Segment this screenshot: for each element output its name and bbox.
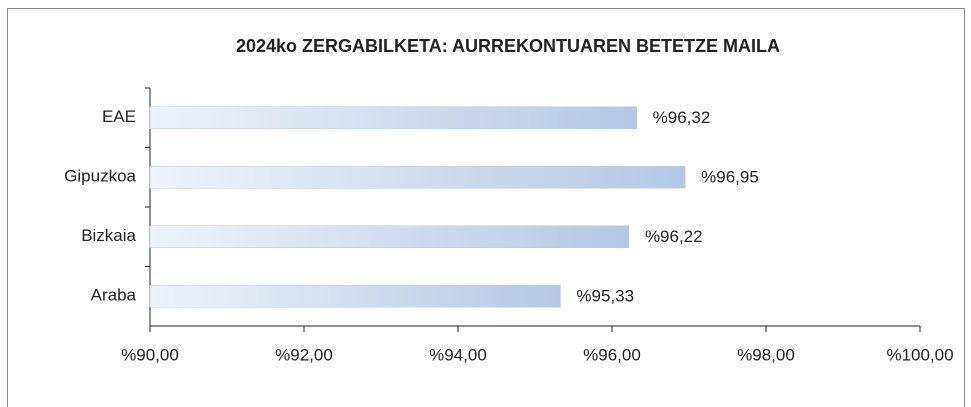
- value-label: %95,33: [576, 287, 634, 306]
- x-tick-label: %92,00: [275, 345, 333, 364]
- value-label: %96,95: [701, 168, 759, 187]
- y-tick-label: Araba: [91, 286, 137, 305]
- value-label: %96,32: [653, 108, 711, 127]
- x-tick-label: %96,00: [583, 345, 641, 364]
- bar: [149, 166, 686, 189]
- value-label: %96,22: [645, 227, 703, 246]
- y-tick-label: EAE: [102, 107, 136, 126]
- chart-frame: [7, 8, 965, 407]
- y-tick-label: Gipuzkoa: [64, 167, 136, 186]
- bar: [149, 285, 561, 308]
- x-tick-label: %100,00: [886, 345, 953, 364]
- bar: [149, 106, 637, 129]
- x-tick-label: %94,00: [429, 345, 487, 364]
- x-tick-label: %90,00: [121, 345, 179, 364]
- x-tick-label: %98,00: [737, 345, 795, 364]
- chart-title: 2024ko ZERGABILKETA: AURREKONTUAREN BETE…: [236, 36, 780, 56]
- bar: [149, 225, 630, 248]
- y-tick-label: Bizkaia: [81, 226, 136, 245]
